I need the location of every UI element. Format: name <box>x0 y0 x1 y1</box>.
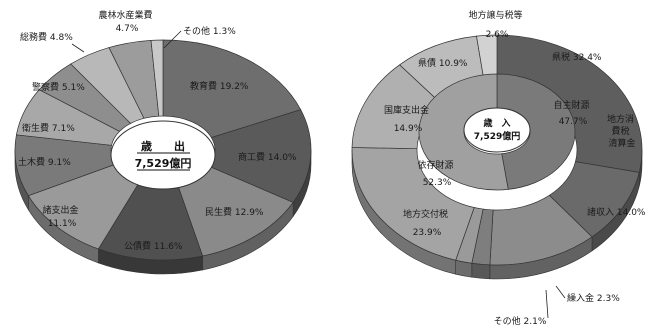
label-kenzei: 県税 32.4% <box>552 51 602 63</box>
label-chiho-kofuzei: 地方交付税 23.9% <box>403 208 451 238</box>
expenditure-slice-10 <box>150 39 164 117</box>
label-shoko: 商工費 14.0% <box>238 151 297 163</box>
label-keisatsu: 警察費 5.1% <box>32 81 85 93</box>
label-sonota-left: その他 1.3% <box>183 25 236 37</box>
label-eisei: 衛生費 7.1% <box>22 122 75 134</box>
label-jishu-zaigen: 自主財源 47.7% <box>554 99 593 127</box>
label-sonota-right: その他 2.1% <box>494 315 547 327</box>
expenditure-slice-0 <box>162 39 302 138</box>
revenue-outer-slices <box>351 34 643 280</box>
revenue-outer-side-3 <box>471 262 491 280</box>
expenditure-slice-1 <box>208 109 312 203</box>
label-chiho-shohizei: 地方消 費税 清算金 <box>607 113 637 149</box>
revenue-center-hole <box>463 107 531 153</box>
label-izon-zaigen: 依存財源 52.3% <box>418 159 457 188</box>
expenditure-donut-chart: 歳 出 7,529億円 教育費 19.2% 商工費 14.0% 民生費 12.9… <box>14 9 312 275</box>
expenditure-center-hole <box>110 120 216 190</box>
leader-somu <box>71 43 85 53</box>
label-minsei: 民生費 12.9% <box>205 206 264 218</box>
label-shoshishutsu: 諸支出金 11.1% <box>43 204 82 229</box>
leader-sonota-left <box>163 30 182 49</box>
label-somu: 総務費 4.8% <box>20 31 73 43</box>
revenue-center-title: 歳 入 <box>482 117 510 129</box>
label-doboku: 土木費 9.1% <box>18 156 71 168</box>
label-shoshunyu: 諸収入 14.0% <box>587 206 646 218</box>
expenditure-center-total: 7,529億円 <box>135 156 192 170</box>
label-norinsuisan: 農林水産業費 4.7% <box>99 9 156 34</box>
label-kensai: 県債 10.9% <box>418 57 468 69</box>
leader-kurireikin <box>555 285 566 299</box>
label-chiho-joyo: 地方譲与税等 2.6% <box>469 9 526 40</box>
expenditure-slices <box>14 39 312 275</box>
expenditure-center-title: 歳 出 <box>141 139 185 153</box>
label-kyoiku: 教育費 19.2% <box>190 80 249 92</box>
revenue-center-total: 7,529億円 <box>474 130 520 142</box>
revenue-outer-slice-5 <box>351 147 475 261</box>
revenue-donut-chart: 歳 入 7,529億円 県税 32.4% 地方消 費税 清算金 諸収入 14.0… <box>351 9 646 327</box>
leader-sonota-right <box>545 289 549 319</box>
label-kurireikin: 繰入金 2.3% <box>567 292 620 304</box>
label-kosai: 公債費 11.6% <box>124 240 183 252</box>
label-kokko: 国庫支出金 14.9% <box>384 104 432 134</box>
